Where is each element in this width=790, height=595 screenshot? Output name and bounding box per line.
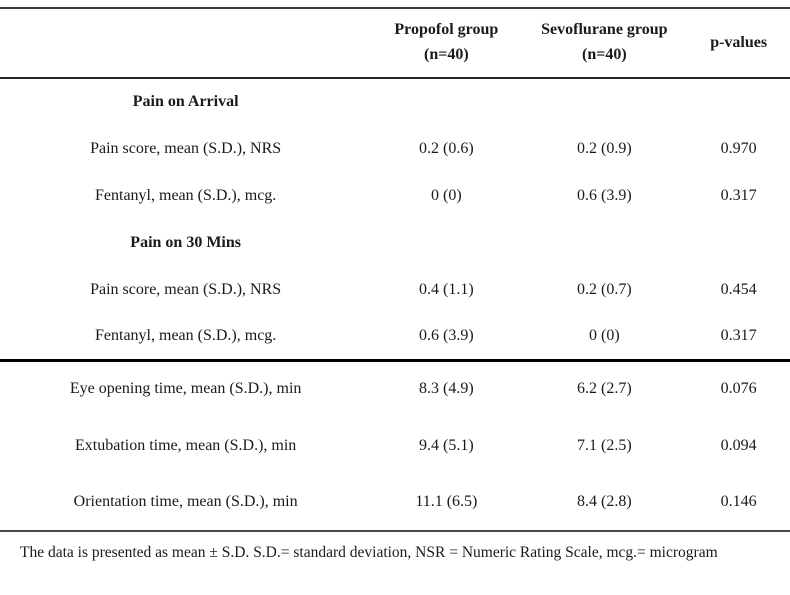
section-label: Pain on Arrival	[132, 93, 239, 110]
header-propofol-n: (n=40)	[424, 46, 469, 63]
p-value: 0.076	[720, 380, 757, 398]
propofol-value: 0.6 (3.9)	[419, 326, 474, 344]
p-value: 0.146	[720, 493, 757, 510]
section-row-pain-on-30-mins: Pain on 30 Mins	[0, 219, 790, 266]
table-footnote: The data is presented as mean ± S.D. S.D…	[20, 544, 718, 561]
p-value: 0.317	[720, 186, 757, 204]
row-label: Fentanyl, mean (S.D.), mcg.	[95, 186, 277, 204]
sevoflurane-value: 8.4 (2.8)	[577, 493, 632, 510]
p-value: 0.094	[720, 436, 757, 454]
propofol-value: 11.1 (6.5)	[415, 493, 478, 510]
table-row-fentanyl-arrival: Fentanyl, mean (S.D.), mcg. 0 (0) 0.6 (3…	[0, 172, 790, 219]
header-sevoflurane-group: Sevoflurane group (n=40)	[521, 8, 687, 78]
header-empty-cell	[0, 8, 371, 78]
header-row: Propofol group (n=40) Sevoflurane group …	[0, 8, 790, 78]
p-value: 0.970	[720, 139, 757, 157]
p-value: 0.454	[720, 280, 757, 298]
sevoflurane-value: 7.1 (2.5)	[577, 436, 632, 454]
header-pvalues: p-values	[710, 33, 768, 51]
p-value: 0.317	[720, 326, 757, 344]
propofol-value: 0.2 (0.6)	[419, 139, 474, 157]
row-label: Extubation time, mean (S.D.), min	[75, 436, 297, 454]
row-label: Pain score, mean (S.D.), NRS	[90, 139, 282, 157]
row-label: Fentanyl, mean (S.D.), mcg.	[95, 326, 277, 344]
row-label: Pain score, mean (S.D.), NRS	[90, 280, 282, 298]
propofol-value: 9.4 (5.1)	[419, 436, 474, 454]
table-row-eye-opening-time: Eye opening time, mean (S.D.), min 8.3 (…	[0, 360, 790, 417]
propofol-value: 0.4 (1.1)	[419, 280, 474, 298]
propofol-value: 8.3 (4.9)	[419, 380, 474, 398]
sevoflurane-value: 0 (0)	[589, 326, 620, 344]
section-label: Pain on 30 Mins	[130, 233, 241, 251]
results-table: Propofol group (n=40) Sevoflurane group …	[0, 7, 790, 532]
sevoflurane-value: 6.2 (2.7)	[577, 380, 632, 398]
row-label: Orientation time, mean (S.D.), min	[73, 493, 298, 510]
header-propofol-label: Propofol group	[394, 21, 499, 39]
sevoflurane-value: 0.2 (0.7)	[577, 280, 632, 298]
header-sevoflurane-label: Sevoflurane group	[541, 21, 668, 39]
sevoflurane-value: 0.6 (3.9)	[577, 186, 632, 204]
row-label: Eye opening time, mean (S.D.), min	[69, 380, 302, 398]
section-row-pain-on-arrival: Pain on Arrival	[0, 78, 790, 125]
propofol-value: 0 (0)	[431, 186, 462, 204]
sevoflurane-value: 0.2 (0.9)	[577, 139, 632, 157]
header-sevoflurane-n: (n=40)	[582, 46, 627, 63]
table-row-pain-score-arrival: Pain score, mean (S.D.), NRS 0.2 (0.6) 0…	[0, 125, 790, 172]
header-propofol-group: Propofol group (n=40)	[371, 8, 521, 78]
table-row-fentanyl-30min: Fentanyl, mean (S.D.), mcg. 0.6 (3.9) 0 …	[0, 313, 790, 360]
table-row-pain-score-30min: Pain score, mean (S.D.), NRS 0.4 (1.1) 0…	[0, 266, 790, 313]
table-row-orientation-time: Orientation time, mean (S.D.), min 11.1 …	[0, 474, 790, 531]
table-row-extubation-time: Extubation time, mean (S.D.), min 9.4 (5…	[0, 417, 790, 474]
